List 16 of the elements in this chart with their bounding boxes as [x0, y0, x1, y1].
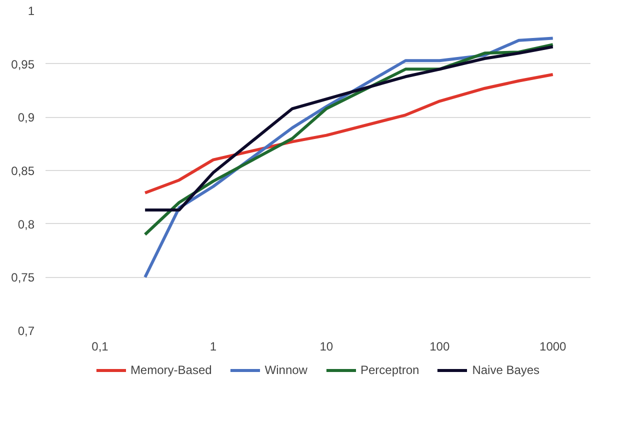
x-tick-label: 100	[430, 340, 450, 354]
y-tick-label: 0,85	[11, 164, 35, 178]
x-tick-label: 1000	[540, 340, 567, 354]
y-tick-label: 0,7	[18, 324, 35, 338]
x-tick-label: 0,1	[92, 340, 109, 354]
legend-label: Winnow	[264, 363, 308, 377]
legend-label: Memory-Based	[130, 363, 212, 377]
x-tick-label: 1	[210, 340, 217, 354]
y-tick-label: 0,9	[18, 110, 35, 125]
y-tick-label: 0,75	[11, 270, 35, 285]
x-tick-label: 10	[320, 340, 334, 354]
y-tick-label: 1	[28, 4, 35, 18]
legend-label: Naive Bayes	[472, 363, 540, 377]
y-tick-label: 0,95	[11, 57, 35, 72]
y-tick-label: 0,8	[18, 217, 35, 232]
legend-label: Perceptron	[360, 363, 420, 377]
